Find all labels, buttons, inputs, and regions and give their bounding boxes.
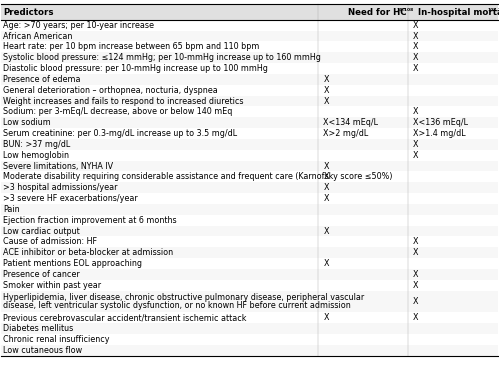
Text: X: X <box>323 75 329 84</box>
Text: X: X <box>413 238 419 246</box>
Bar <box>1 31 498 41</box>
Text: >3 severe HF exacerbations/year: >3 severe HF exacerbations/year <box>3 194 138 203</box>
Text: Need for HC: Need for HC <box>348 8 407 16</box>
Text: 107,108: 107,108 <box>487 8 499 11</box>
Bar <box>1 182 498 193</box>
Text: X: X <box>413 21 419 30</box>
Bar <box>1 150 498 161</box>
Bar <box>1 63 498 74</box>
Text: Diabetes mellitus: Diabetes mellitus <box>3 324 74 333</box>
Text: X<134 mEq/L: X<134 mEq/L <box>323 118 378 127</box>
Bar <box>1 247 498 258</box>
Text: Low cardiac output: Low cardiac output <box>3 227 80 235</box>
Text: Hyperlipidemia, liver disease, chronic obstructive pulmonary disease, peripheral: Hyperlipidemia, liver disease, chronic o… <box>3 293 365 302</box>
Bar <box>1 345 498 356</box>
Bar <box>1 161 498 171</box>
Text: Severe limitations, NYHA IV: Severe limitations, NYHA IV <box>3 161 114 171</box>
Text: X: X <box>323 313 329 322</box>
Bar <box>1 291 498 312</box>
Text: X: X <box>413 297 419 306</box>
Text: Patient mentions EOL approaching: Patient mentions EOL approaching <box>3 259 143 268</box>
Bar <box>1 334 498 345</box>
Text: X: X <box>323 86 329 95</box>
Text: Age: >70 years; per 10-year increase: Age: >70 years; per 10-year increase <box>3 21 155 30</box>
Text: X: X <box>323 227 329 235</box>
Bar <box>1 139 498 150</box>
Text: ACE inhibitor or beta-blocker at admission: ACE inhibitor or beta-blocker at admissi… <box>3 248 174 257</box>
Text: Sodium: per 3-mEq/L decrease, above or below 140 mEq: Sodium: per 3-mEq/L decrease, above or b… <box>3 107 233 116</box>
Text: Low sodium: Low sodium <box>3 118 51 127</box>
Text: X: X <box>323 194 329 203</box>
Text: Systolic blood pressure: ≤124 mmHg; per 10-mmHg increase up to 160 mmHg: Systolic blood pressure: ≤124 mmHg; per … <box>3 53 321 62</box>
Text: Presence of edema: Presence of edema <box>3 75 81 84</box>
Text: BUN: >37 mg/dL: BUN: >37 mg/dL <box>3 140 71 149</box>
Text: >3 hospital admissions/year: >3 hospital admissions/year <box>3 183 118 192</box>
Bar <box>1 4 498 20</box>
Text: X: X <box>413 31 419 41</box>
Text: X: X <box>323 97 329 105</box>
Bar <box>1 193 498 204</box>
Text: Weight increases and fails to respond to increased diuretics: Weight increases and fails to respond to… <box>3 97 244 105</box>
Text: Heart rate: per 10 bpm increase between 65 bpm and 110 bpm: Heart rate: per 10 bpm increase between … <box>3 42 260 51</box>
Bar <box>1 96 498 107</box>
Bar <box>1 52 498 63</box>
Text: X>2 mg/dL: X>2 mg/dL <box>323 129 369 138</box>
Text: X: X <box>413 151 419 160</box>
Text: X<136 mEq/L: X<136 mEq/L <box>413 118 468 127</box>
Text: Predictors: Predictors <box>3 8 54 16</box>
Text: X: X <box>413 64 419 73</box>
Text: Low cutaneous flow: Low cutaneous flow <box>3 346 83 355</box>
Bar <box>1 85 498 96</box>
Text: X: X <box>323 259 329 268</box>
Text: X>1.4 mg/dL: X>1.4 mg/dL <box>413 129 466 138</box>
Bar <box>1 312 498 323</box>
Text: X: X <box>413 42 419 51</box>
Bar <box>1 107 498 117</box>
Bar <box>1 323 498 334</box>
Bar <box>1 204 498 215</box>
Text: Smoker within past year: Smoker within past year <box>3 281 102 290</box>
Bar <box>1 171 498 182</box>
Bar <box>1 225 498 236</box>
Bar <box>1 20 498 31</box>
Text: Pain: Pain <box>3 205 20 214</box>
Text: In-hospital mortality: In-hospital mortality <box>418 8 499 16</box>
Text: X: X <box>323 161 329 171</box>
Text: X: X <box>413 270 419 279</box>
Bar <box>1 280 498 291</box>
Text: X: X <box>413 53 419 62</box>
Text: General deterioration – orthopnea, nocturia, dyspnea: General deterioration – orthopnea, noctu… <box>3 86 218 95</box>
Text: Previous cerebrovascular accident/transient ischemic attack: Previous cerebrovascular accident/transi… <box>3 313 247 322</box>
Bar <box>1 74 498 85</box>
Bar <box>1 41 498 52</box>
Bar <box>1 269 498 280</box>
Text: Chronic renal insufficiency: Chronic renal insufficiency <box>3 335 110 344</box>
Text: X: X <box>413 140 419 149</box>
Text: Diastolic blood pressure: per 10-mmHg increase up to 100 mmHg: Diastolic blood pressure: per 10-mmHg in… <box>3 64 268 73</box>
Bar <box>1 117 498 128</box>
Text: Low hemoglobin: Low hemoglobin <box>3 151 69 160</box>
Bar <box>1 215 498 225</box>
Bar <box>1 236 498 247</box>
Text: Presence of cancer: Presence of cancer <box>3 270 80 279</box>
Text: Moderate disability requiring considerable assistance and frequent care (Karnofs: Moderate disability requiring considerab… <box>3 172 393 181</box>
Text: X: X <box>413 281 419 290</box>
Text: disease, left ventricular systolic dysfunction, or no known HF before current ad: disease, left ventricular systolic dysfu… <box>3 301 351 310</box>
Text: X: X <box>413 248 419 257</box>
Text: African American: African American <box>3 31 73 41</box>
Text: Cause of admission: HF: Cause of admission: HF <box>3 238 97 246</box>
Text: X: X <box>323 183 329 192</box>
Text: X: X <box>413 107 419 116</box>
Text: Ejection fraction improvement at 6 months: Ejection fraction improvement at 6 month… <box>3 216 177 225</box>
Text: 14,108: 14,108 <box>396 8 413 11</box>
Text: Serum creatinine: per 0.3-mg/dL increase up to 3.5 mg/dL: Serum creatinine: per 0.3-mg/dL increase… <box>3 129 238 138</box>
Text: X: X <box>413 313 419 322</box>
Bar <box>1 128 498 139</box>
Bar <box>1 258 498 269</box>
Text: X: X <box>323 172 329 181</box>
